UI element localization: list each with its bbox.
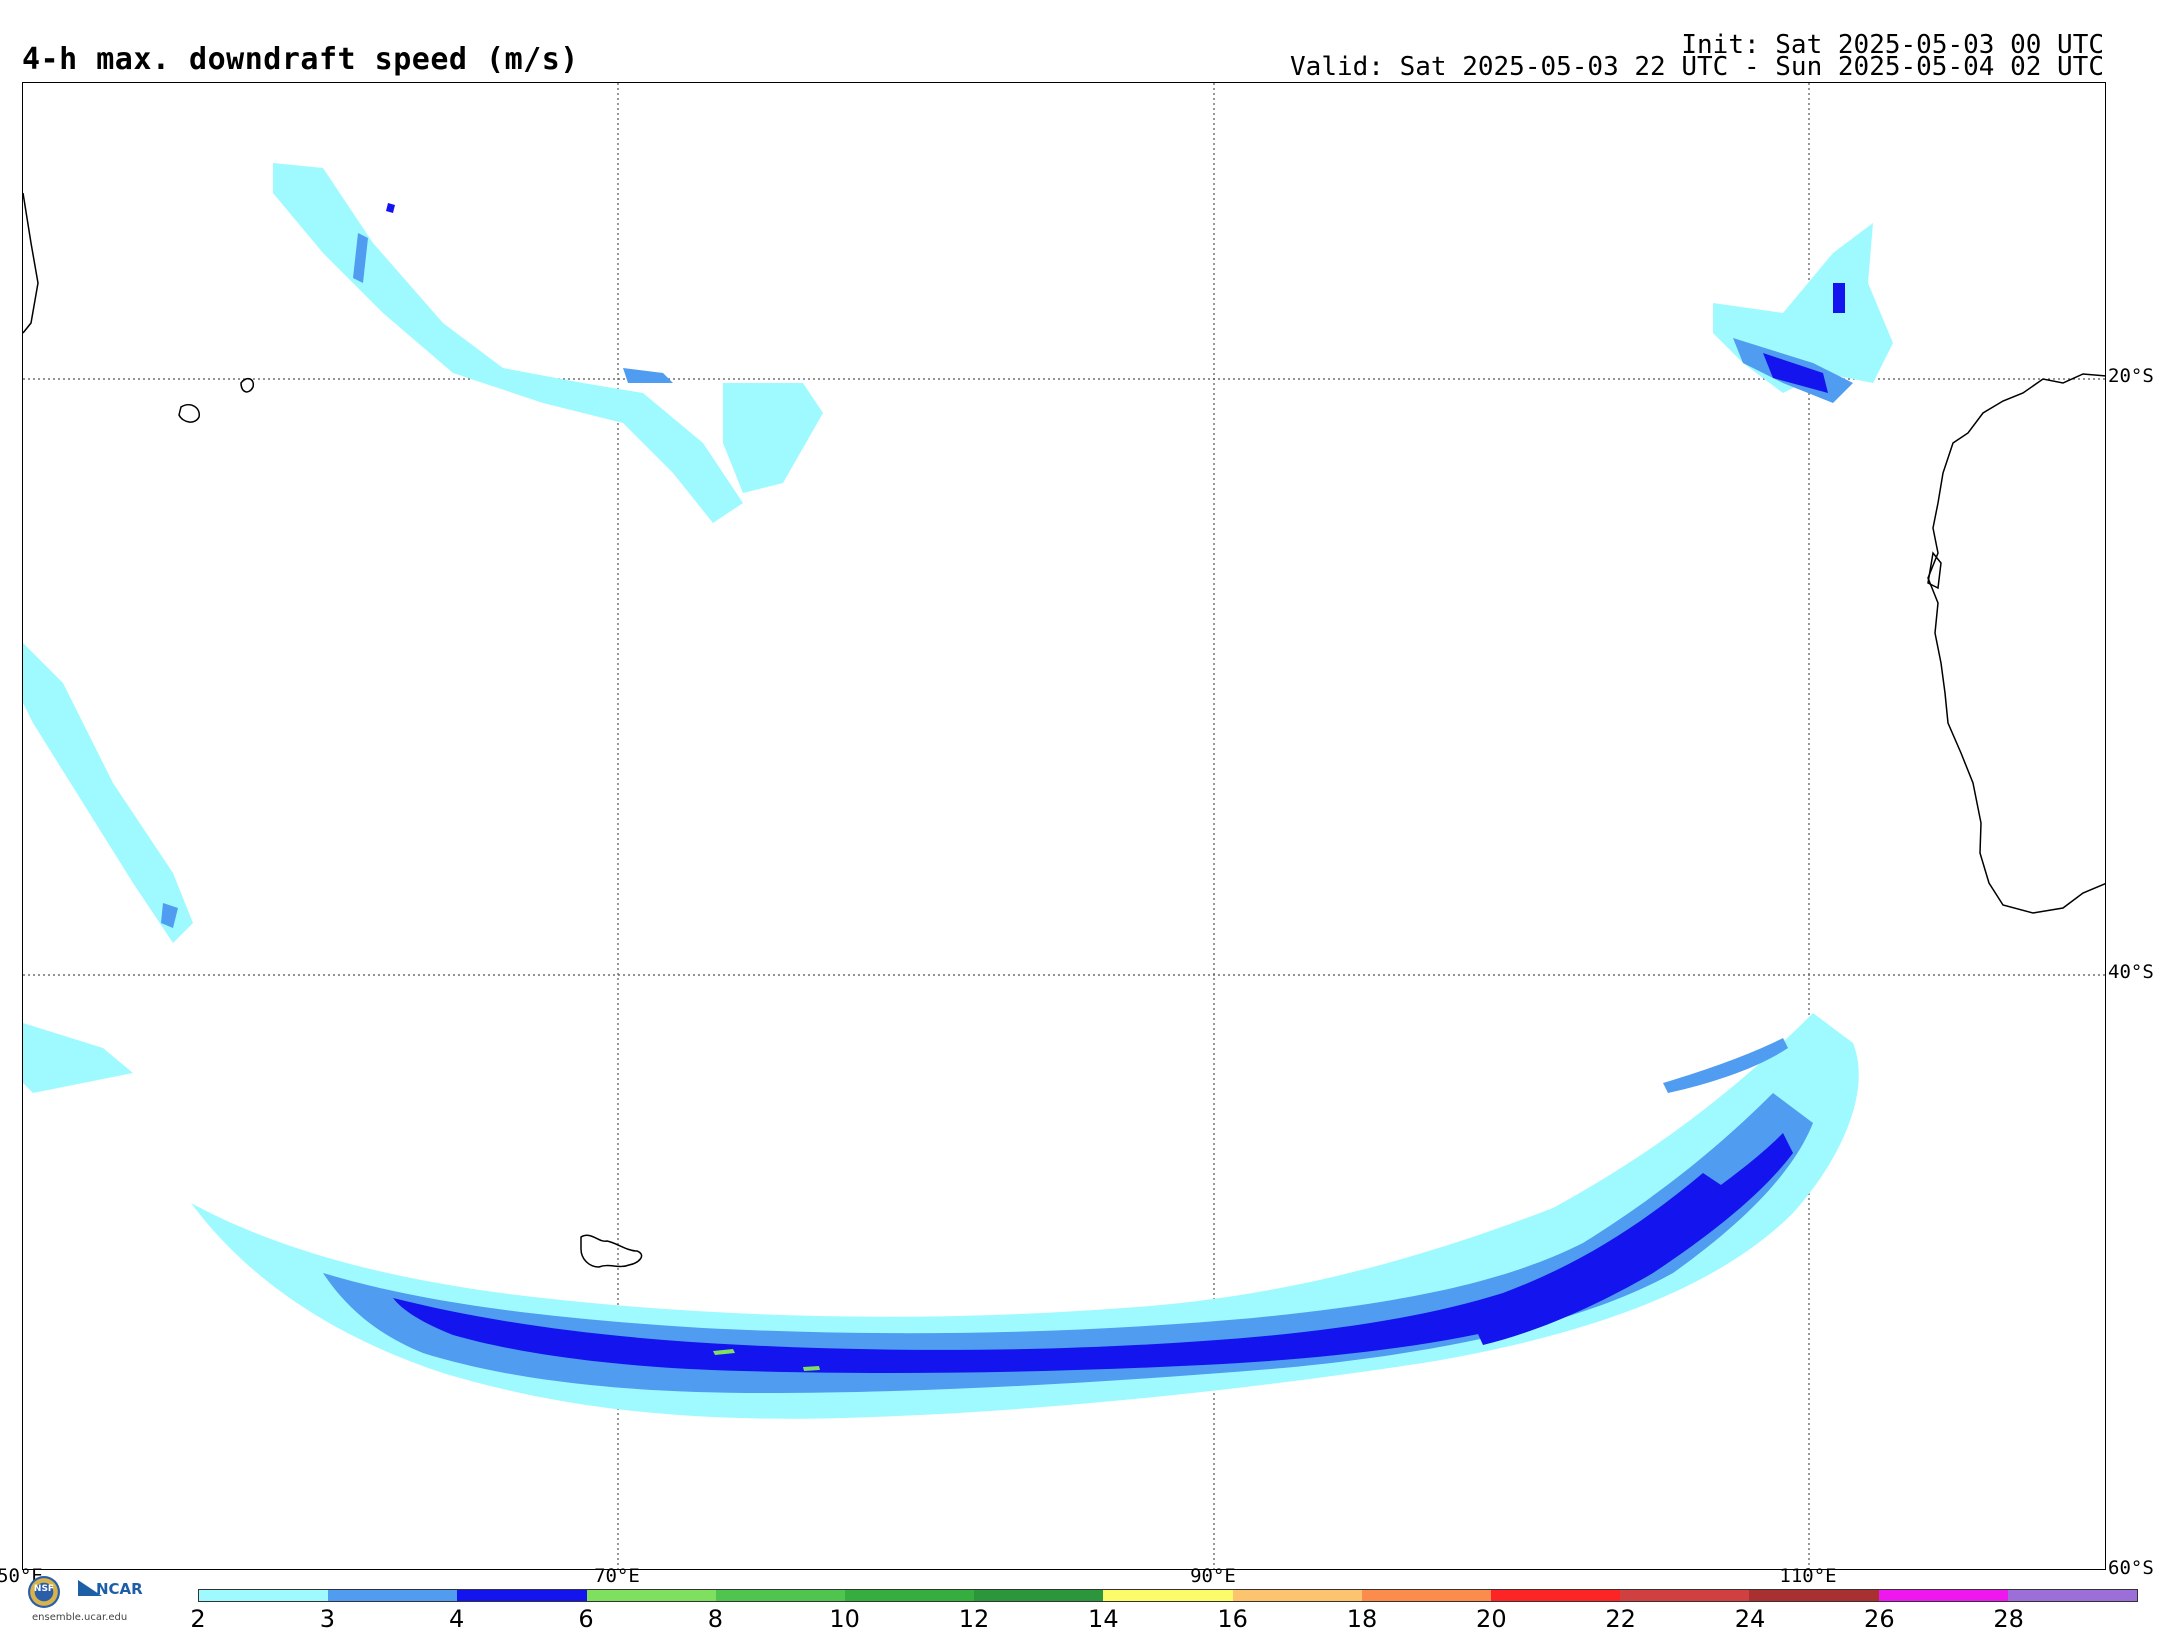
lon-label-110e: 110°E	[1779, 1565, 1837, 1587]
colorbar-tick-label: 10	[829, 1605, 860, 1633]
ne-dark-b	[1833, 283, 1845, 313]
colorbar-tick-label: 12	[958, 1605, 990, 1633]
lon-label-70e: 70°E	[594, 1565, 640, 1587]
branding: NSF NCAR ensemble.ucar.edu	[22, 1572, 162, 1626]
colorbar-tick-label: 20	[1476, 1605, 1507, 1633]
colorbar-segment	[457, 1590, 587, 1601]
madagascar-edge	[23, 192, 39, 334]
colorbar-tick-label: 26	[1864, 1605, 1895, 1633]
valid-time: Valid: Sat 2025-05-03 22 UTC - Sun 2025-…	[1290, 52, 2104, 82]
map-panel[interactable]	[22, 82, 2106, 1570]
colorbar-segment	[328, 1590, 458, 1601]
reunion-island	[178, 404, 200, 423]
colorbar-tick-label: 28	[1993, 1605, 2024, 1633]
nw-cells-b	[723, 383, 823, 493]
colorbar	[198, 1589, 2138, 1602]
colorbar-tick-label: 18	[1346, 1605, 1378, 1633]
ncar-logo-text: NCAR	[96, 1580, 143, 1598]
colorbar-segment	[974, 1590, 1104, 1601]
nw-cells	[273, 163, 743, 523]
band-streak	[1663, 1038, 1788, 1093]
nw-blue-c	[623, 368, 673, 383]
nsf-logo: NSF	[28, 1576, 60, 1608]
band-dark-blue-east	[1473, 1133, 1793, 1345]
colorbar-segment	[1232, 1590, 1362, 1601]
colorbar-segment	[586, 1590, 716, 1601]
mauritius-island	[240, 377, 255, 393]
colorbar-tick-label: 22	[1605, 1605, 1636, 1633]
shark-bay	[1927, 551, 1942, 590]
west-blue	[161, 903, 178, 928]
nw-blue-a	[353, 233, 368, 283]
init-time: Init: Sat 2025-05-03 00 UTC	[1681, 30, 2104, 60]
band-dark-blue	[393, 1173, 1733, 1373]
colorbar-segment	[1620, 1590, 1750, 1601]
lon-label-90e: 90°E	[1190, 1565, 1236, 1587]
colorbar-tick-label: 3	[319, 1605, 335, 1633]
colorbar-tick-label: 24	[1734, 1605, 1766, 1633]
scattered-cells	[23, 163, 1893, 1093]
ncar-logo-mark	[78, 1580, 102, 1596]
colorbar-tick-label: 14	[1088, 1605, 1119, 1633]
west-cells	[23, 643, 193, 943]
colorbar-segment	[1878, 1590, 2008, 1601]
colorbar-segment	[1361, 1590, 1492, 1601]
colorbar-segment	[715, 1590, 846, 1601]
coastlines	[23, 192, 2105, 1268]
colorbar-tick-label: 4	[449, 1605, 465, 1633]
colorbar-tick-label: 2	[190, 1605, 206, 1633]
colorbar-segment	[845, 1590, 975, 1601]
band-green-fleck-a	[713, 1349, 735, 1355]
colorbar-segment	[1749, 1590, 1879, 1601]
colorbar-segment	[1103, 1590, 1233, 1601]
colorbar-segment	[1491, 1590, 1621, 1601]
west-cells-b	[23, 1023, 133, 1093]
map-canvas[interactable]	[23, 83, 2106, 1570]
map-title: 4-h max. downdraft speed (m/s)	[22, 42, 579, 77]
colorbar-tick-label: 16	[1217, 1605, 1248, 1633]
colorbar-tick-label: 6	[578, 1605, 594, 1633]
kerguelen-islands	[580, 1234, 643, 1268]
lat-label-20s: 20°S	[2108, 365, 2154, 387]
colorbar-tick-label: 8	[707, 1605, 723, 1633]
nw-blue-b	[386, 203, 395, 213]
lat-label-40s: 40°S	[2108, 961, 2154, 983]
downdraft-band	[191, 1013, 1859, 1419]
lat-label-60s: 60°S	[2108, 1557, 2154, 1579]
ne-dark	[1763, 353, 1828, 393]
colorbar-segment	[199, 1590, 329, 1601]
band-green-fleck-b	[803, 1366, 820, 1371]
site-url: ensemble.ucar.edu	[32, 1612, 128, 1623]
australia-coast	[1927, 373, 2105, 914]
colorbar-segment	[2007, 1590, 2138, 1601]
